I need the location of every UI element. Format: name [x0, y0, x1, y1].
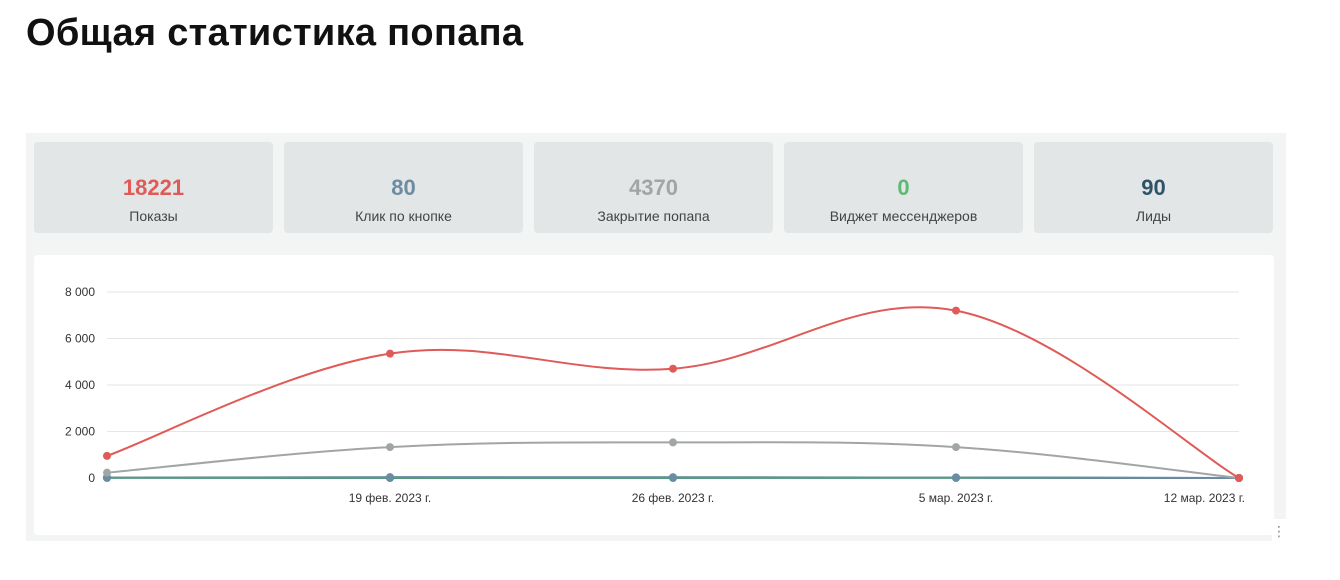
data-point	[103, 451, 111, 460]
data-point	[386, 473, 394, 482]
data-point	[669, 438, 677, 447]
data-point	[952, 306, 960, 315]
y-tick-label: 8 000	[65, 285, 95, 299]
x-tick-label: 26 фев. 2023 г.	[632, 491, 715, 505]
stat-value-messenger-widget: 0	[897, 175, 910, 200]
series-line	[106, 306, 1240, 479]
stat-label-button-clicks: Клик по кнопке	[355, 208, 452, 224]
data-point	[952, 473, 960, 482]
x-tick-label: 19 фев. 2023 г.	[349, 491, 432, 505]
stat-label-popup-closes: Закрытие попапа	[597, 208, 710, 224]
stat-card-messenger-widget[interactable]: 0 Виджет мессенджеров	[784, 142, 1023, 233]
data-point	[1235, 474, 1243, 482]
stat-value-leads: 90	[1141, 175, 1166, 200]
stat-card-button-clicks[interactable]: 80 Клик по кнопке	[284, 142, 523, 233]
data-point	[386, 443, 394, 452]
y-tick-label: 0	[88, 471, 95, 485]
stat-value-shows: 18221	[122, 175, 185, 200]
data-point	[669, 473, 677, 482]
data-point	[669, 364, 677, 373]
stat-card-leads[interactable]: 90 Лиды	[1034, 142, 1273, 233]
chart-card: 0 2 000 4 000 6 000 8 000 19 фев. 2023 г. 26 ф…	[34, 255, 1274, 535]
stat-label-messenger-widget: Виджет мессенджеров	[829, 208, 978, 224]
data-point	[103, 468, 111, 477]
y-tick-label: 4 000	[65, 378, 95, 392]
stat-label-leads: Лиды	[1135, 208, 1172, 224]
stat-value-button-clicks: 80	[391, 175, 416, 200]
stat-label-shows: Показы	[129, 208, 178, 224]
data-point	[952, 443, 960, 452]
vertical-dots-icon[interactable]: ⋮	[1272, 519, 1286, 543]
stat-card-popup-closes[interactable]: 4370 Закрытие попапа	[534, 142, 773, 233]
y-tick-label: 2 000	[65, 425, 95, 439]
x-tick-label: 12 мар. 2023 г.	[1164, 491, 1245, 505]
stats-panel: 18221 Показы 80 Клик по кнопке 4370 Закр…	[26, 133, 1286, 541]
y-tick-label: 6 000	[65, 332, 95, 346]
stat-value-popup-closes: 4370	[629, 175, 678, 200]
data-point	[386, 349, 394, 358]
x-tick-label: 5 мар. 2023 г.	[919, 491, 994, 505]
stat-card-shows[interactable]: 18221 Показы	[34, 142, 273, 233]
page-title: Общая статистика попапа	[26, 12, 524, 54]
series-line	[106, 441, 1240, 479]
line-chart: 0 2 000 4 000 6 000 8 000 19 фев. 2023 г. 26 ф…	[65, 285, 1245, 505]
